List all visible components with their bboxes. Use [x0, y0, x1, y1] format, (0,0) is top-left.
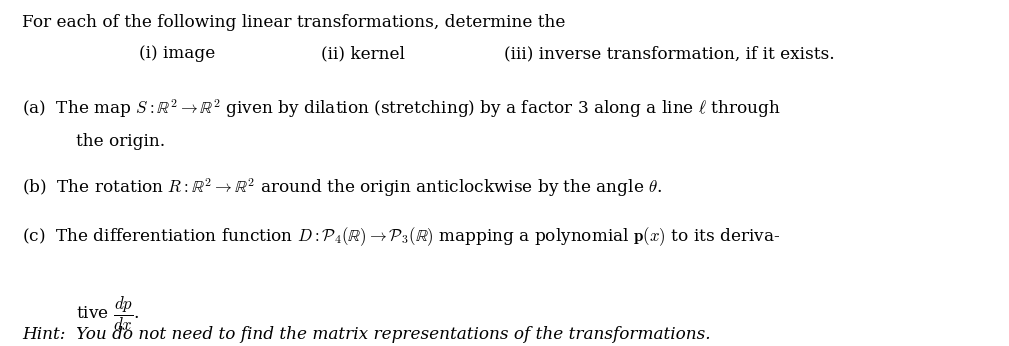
Text: For each of the following linear transformations, determine the: For each of the following linear transfo…	[22, 14, 566, 31]
Text: (a)  The map $S : \mathbb{R}^2 \to \mathbb{R}^2$ given by dilation (stretching) : (a) The map $S : \mathbb{R}^2 \to \mathb…	[22, 98, 781, 120]
Text: (c)  The differentiation function $D : \mathcal{P}_4(\mathbb{R}) \to \mathcal{P}: (c) The differentiation function $D : \m…	[22, 226, 780, 248]
Text: (i) image: (i) image	[139, 45, 216, 62]
Text: tive $\dfrac{dp}{dx}$.: tive $\dfrac{dp}{dx}$.	[76, 295, 139, 333]
Text: (iii) inverse transformation, if it exists.: (iii) inverse transformation, if it exis…	[504, 45, 835, 62]
Text: Hint:  You do not need to find the matrix representations of the transformations: Hint: You do not need to find the matrix…	[22, 326, 710, 343]
Text: (b)  The rotation $R : \mathbb{R}^2 \to \mathbb{R}^2$ around the origin anticloc: (b) The rotation $R : \mathbb{R}^2 \to \…	[22, 176, 663, 199]
Text: (ii) kernel: (ii) kernel	[321, 45, 405, 62]
Text: the origin.: the origin.	[76, 133, 164, 150]
